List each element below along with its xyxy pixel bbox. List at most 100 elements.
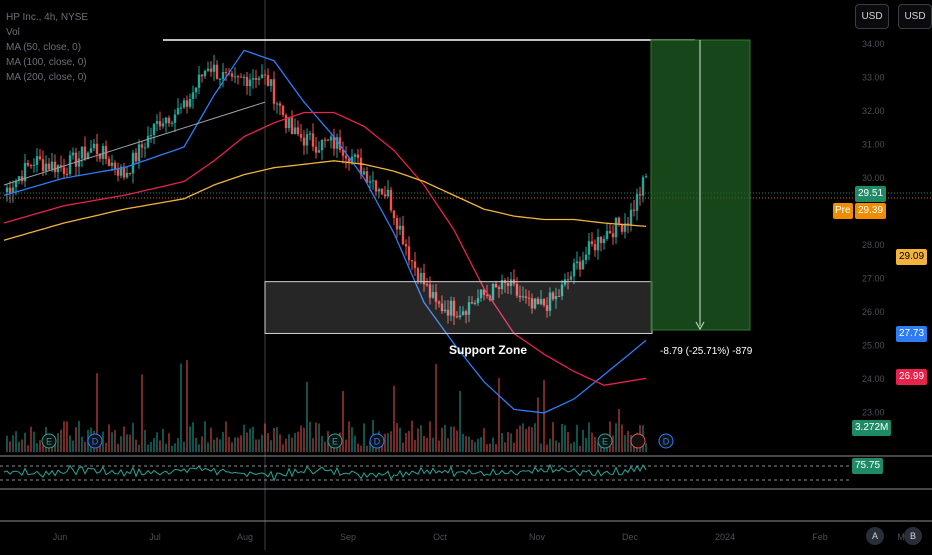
candle-body [89,148,93,153]
legend-symbol[interactable]: HP Inc., 4h, NYSE [6,12,89,23]
volume-bar [495,443,497,452]
candle-body [146,135,150,148]
volume-bar [273,427,275,452]
time-tick-label: Aug [237,532,253,542]
candle-body [338,137,342,150]
volume-bar [240,435,242,452]
volume-bar [222,432,224,452]
candle-body [566,279,570,281]
volume-bar [171,445,173,452]
candle-body [203,70,207,77]
volume-bar [186,360,188,452]
volume-bar [15,431,17,452]
candle-body [638,194,642,196]
candle-body [614,217,618,238]
volume-bar [24,432,26,452]
volume-bar [456,430,458,452]
candle-body [509,279,513,286]
price-tick-label: 28.00 [862,240,885,250]
candle-body [323,139,327,141]
candle-body [317,150,321,153]
candle-body [164,117,168,124]
candle-body [521,296,525,298]
volume-tag: 3.272M [852,420,892,436]
candle-body [185,100,189,107]
volume-bar [84,441,86,452]
volume-bar [522,423,524,452]
price-tick-label: 27.00 [862,274,885,284]
candle-body [449,300,453,316]
auto-scale-button[interactable]: A [866,527,884,545]
candle-body [440,303,444,312]
volume-bar [213,439,215,452]
candle-body [290,117,294,135]
candle-body [218,78,222,80]
candle-body [263,74,267,76]
candle-body [407,246,411,261]
candle-body [278,103,282,106]
legend-ma50[interactable]: MA (50, close, 0) [6,42,82,53]
volume-bar [510,433,512,452]
volume-bar [435,364,437,452]
candle-body [116,169,120,176]
event-marker [658,433,674,449]
candle-body [542,299,546,306]
legend-ma100[interactable]: MA (100, close, 0) [6,57,87,68]
candle-body [56,165,60,173]
candle-body [623,223,627,232]
candle-body [410,260,414,262]
volume-bar [261,434,263,452]
rsi-value-tag: 75.75 [852,458,884,474]
volume-bar [21,439,23,452]
volume-bar [348,421,350,452]
candle-body [149,135,153,137]
volume-bar [237,437,239,452]
candle-body [590,241,594,245]
candle-body [434,292,438,302]
candle-body [215,64,219,79]
event-marker-label: E [602,437,608,447]
candle-body [128,172,132,174]
currency-button[interactable]: USD [855,4,889,29]
volume-bar [57,433,59,452]
candle-body [41,159,45,171]
candle-body [530,298,534,309]
time-tick-label: 2024 [715,532,735,542]
volume-bar [282,444,284,452]
volume-bar [570,443,572,452]
log-scale-button[interactable]: B [904,527,922,545]
volume-bar [528,426,530,452]
candle-body [587,241,591,255]
candle-body [167,117,171,124]
legend-ma200[interactable]: MA (200, close, 0) [6,72,87,83]
legend-vol[interactable]: Vol [6,27,20,38]
volume-bar [597,442,599,452]
candle-body [92,143,96,149]
volume-bar [624,435,626,452]
candle-body [329,136,333,141]
volume-bar [537,397,539,452]
candle-body [14,180,18,188]
candle-body [206,68,210,71]
candle-body [248,79,252,87]
candle-body [77,158,81,167]
ma100-line [3,160,647,241]
candle-body [494,284,498,288]
volume-bar [177,438,179,452]
volume-bar [411,420,413,452]
time-tick-label: Jul [149,532,161,542]
currency-button-secondary[interactable]: USD [898,4,932,29]
event-marker-label: E [46,437,52,447]
volume-bar [360,445,362,452]
volume-bar [207,442,209,452]
volume-bar [618,408,620,452]
volume-bar [321,436,323,452]
volume-bar [150,441,152,452]
volume-bar [369,441,371,452]
volume-bar [189,426,191,452]
volume-bar [516,428,518,452]
ma100-price-tag: 29.09 [896,249,928,265]
price-tick-label: 34.00 [862,39,885,49]
